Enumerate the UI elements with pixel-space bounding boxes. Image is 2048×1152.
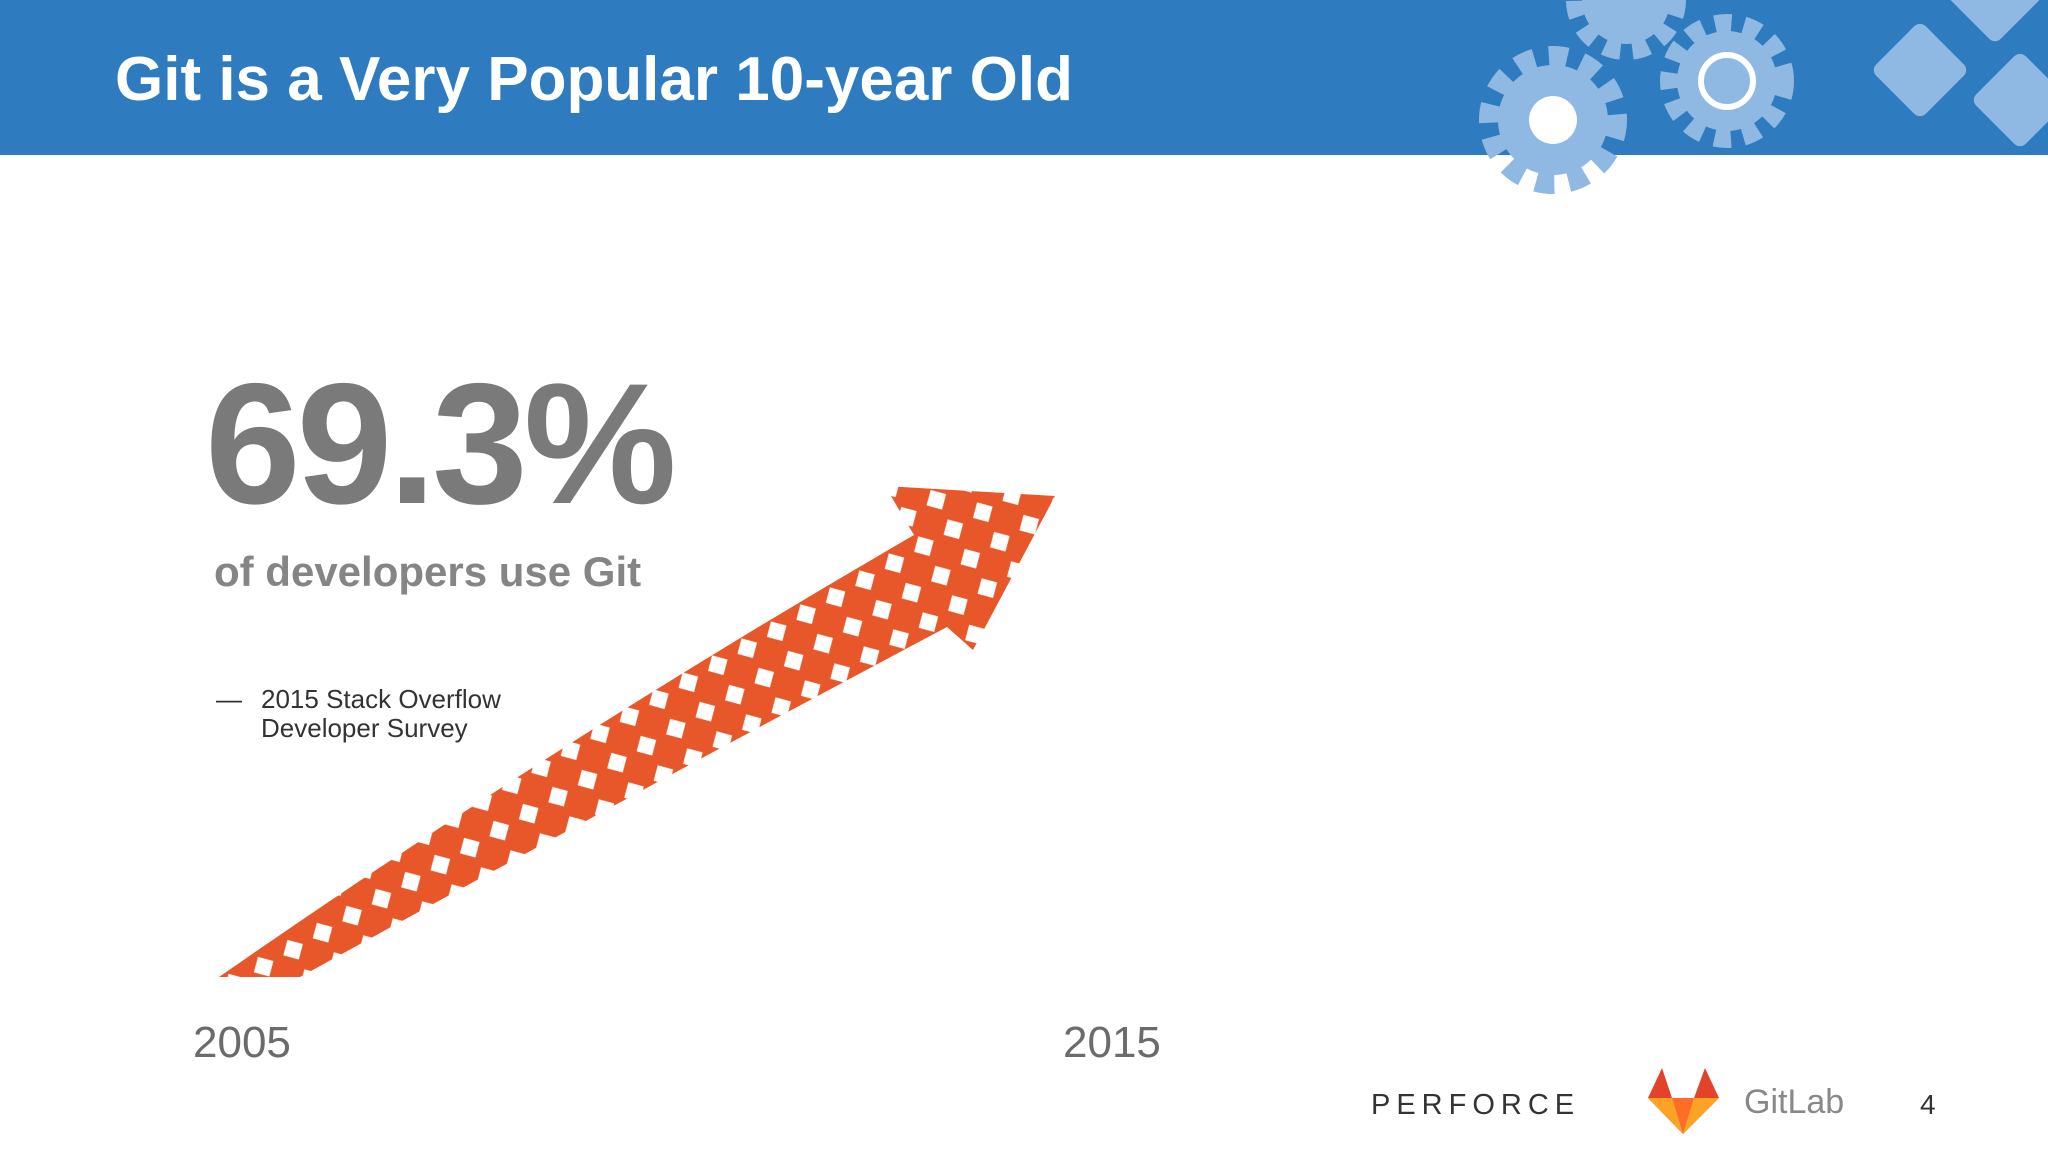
logo-part (1672, 1098, 1694, 1134)
git-diamond (1873, 23, 1967, 117)
gitlab-wordmark: GitLab (1744, 1083, 1844, 1121)
gear (1677, 31, 1777, 131)
logo-part (1683, 1098, 1719, 1134)
stat-value: 69.3% (205, 348, 673, 540)
gear-decoration (1479, 0, 2048, 194)
stat-caption: of developers use Git (214, 548, 641, 595)
slide-title: Git is a Very Popular 10-year Old (115, 45, 1073, 114)
year-start: 2005 (193, 1018, 291, 1067)
source-line: 2015 Stack Overflow (261, 684, 501, 714)
page-number: 4 (1920, 1089, 1936, 1120)
gear-ring (1698, 52, 1756, 110)
perforce-logo: PERFORCE (1371, 1089, 1580, 1121)
git-diamond (1973, 53, 2048, 147)
gitlab-logo-icon (1648, 1068, 1719, 1134)
source-dash: — (216, 684, 242, 714)
git-diamond (1948, 0, 2042, 42)
growth-arrow (219, 486, 1055, 977)
gear (1582, 0, 1670, 44)
gear-hole (1529, 96, 1577, 144)
gear-teeth (1660, 14, 1794, 148)
gear-teeth (1479, 46, 1627, 194)
source-line: Developer Survey (261, 713, 468, 743)
year-end: 2015 (1063, 1018, 1161, 1067)
logo-part (1648, 1098, 1683, 1134)
